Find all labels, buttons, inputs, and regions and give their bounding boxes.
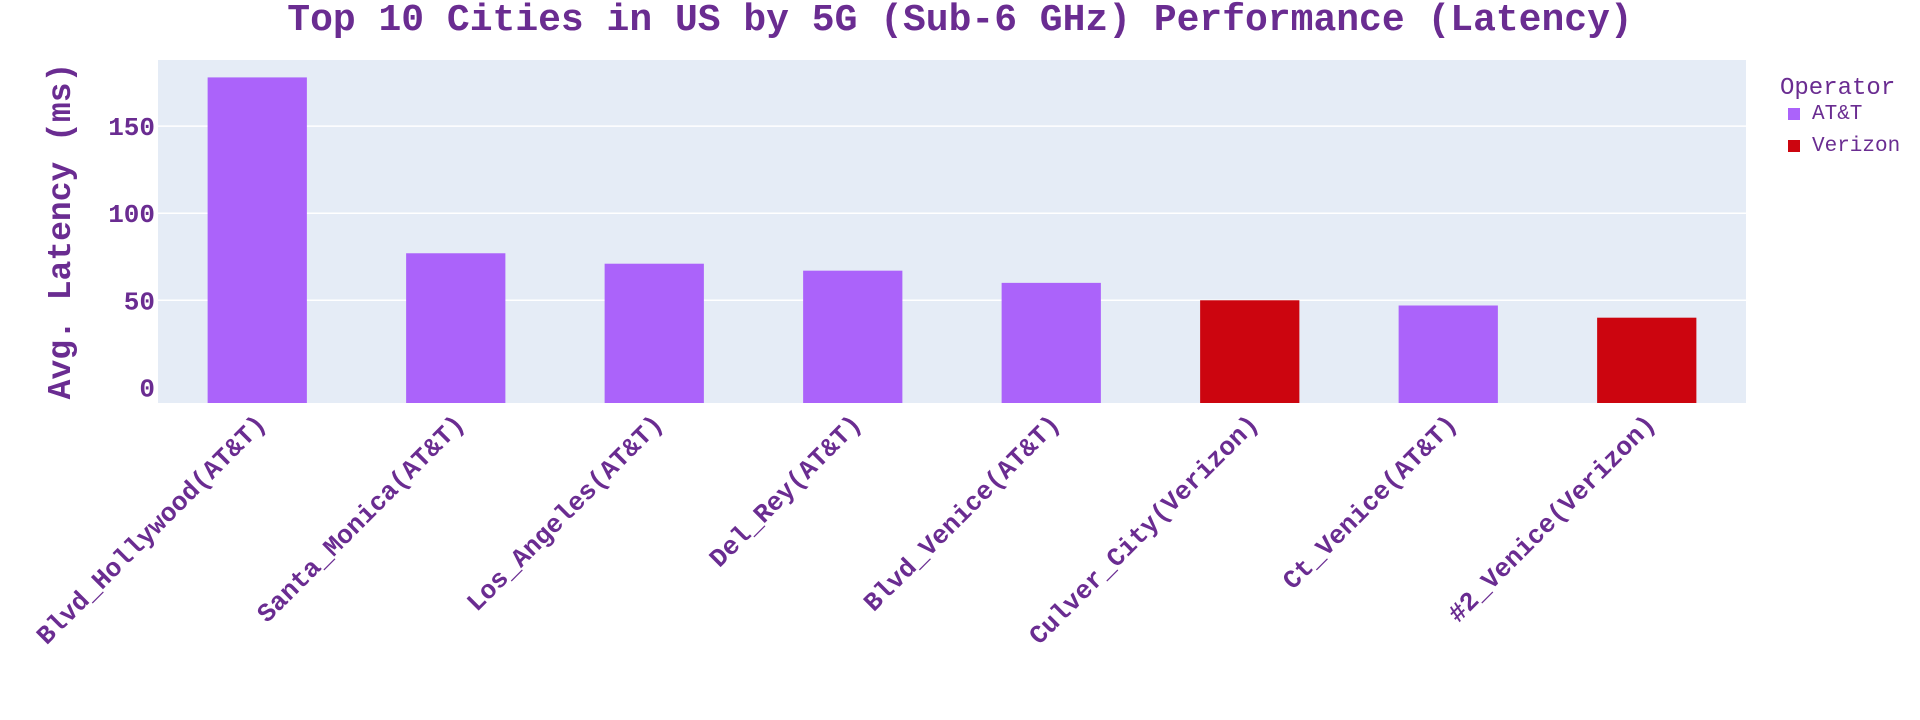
x-tick-label: Blvd_Venice(AT&T) xyxy=(858,409,1067,618)
legend-title: Operator xyxy=(1780,75,1895,102)
x-tick-label: Del_Rey(AT&T) xyxy=(704,409,869,574)
x-tick-label: Culver_City(Verizon) xyxy=(1024,409,1266,651)
x-tick-label: #2_Venice(Verizon) xyxy=(1443,409,1663,629)
bar-4 xyxy=(803,270,903,403)
legend-items: AT&T Verizon xyxy=(1788,103,1900,158)
legend-label-2: Verizon xyxy=(1812,135,1900,158)
legend-swatch-2 xyxy=(1788,140,1800,152)
bar-2 xyxy=(406,253,506,403)
y-axis-title: Avg. Latency (ms) xyxy=(43,63,80,400)
y-tick-label: 150 xyxy=(108,113,155,143)
y-tick-label: 0 xyxy=(139,374,155,404)
x-axis-ticks: Blvd_Hollywood(AT&T)Santa_Monica(AT&T)Lo… xyxy=(31,409,1662,651)
bar-1 xyxy=(207,77,307,404)
legend: Operator AT&T Verizon xyxy=(1780,75,1900,158)
legend-swatch-1 xyxy=(1788,108,1800,120)
legend-label-1: AT&T xyxy=(1812,103,1862,126)
y-tick-label: 100 xyxy=(108,200,155,230)
bars xyxy=(207,77,1697,404)
bar-3 xyxy=(604,263,704,403)
bar-5 xyxy=(1001,282,1101,403)
bar-7 xyxy=(1398,305,1498,403)
x-tick-label: Santa_Monica(AT&T) xyxy=(252,409,472,629)
y-axis-ticks: 0 50 100 150 xyxy=(108,113,155,404)
x-tick-label: Los_Angeles(AT&T) xyxy=(461,409,670,618)
x-tick-label: Blvd_Hollywood(AT&T) xyxy=(31,409,273,651)
bar-8 xyxy=(1597,317,1697,403)
plot-area xyxy=(158,60,1746,403)
y-tick-label: 50 xyxy=(124,287,155,317)
bar-6 xyxy=(1200,300,1300,403)
x-tick-label: Ct_Venice(AT&T) xyxy=(1277,409,1464,596)
chart-title: Top 10 Cities in US by 5G (Sub-6 GHz) Pe… xyxy=(287,0,1632,42)
